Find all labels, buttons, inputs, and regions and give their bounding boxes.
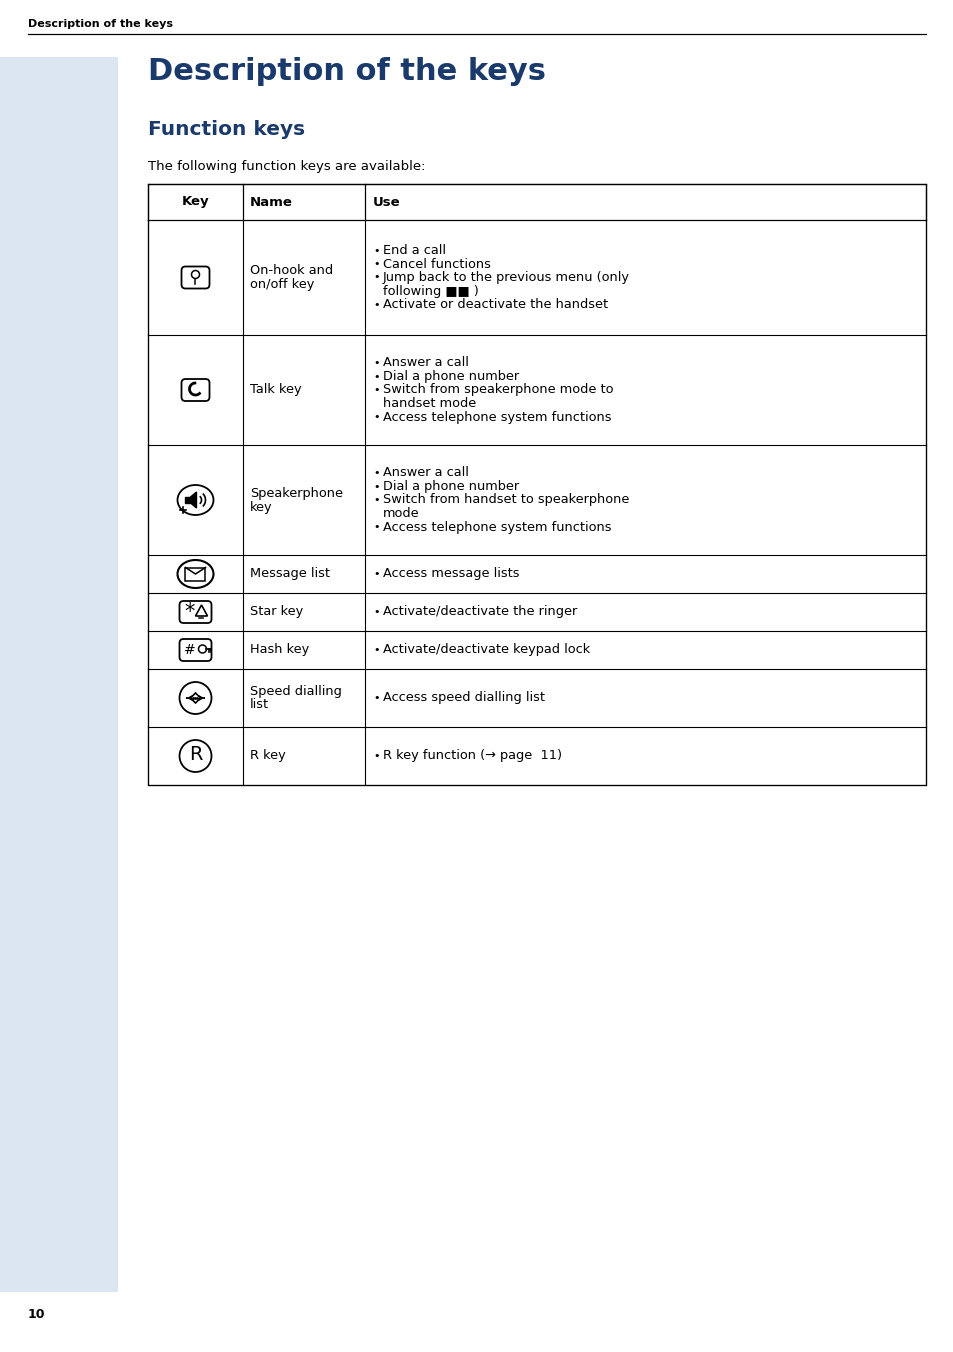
Text: Dial a phone number: Dial a phone number	[382, 480, 518, 493]
Text: on/off key: on/off key	[250, 279, 314, 291]
Text: #: #	[183, 642, 195, 657]
Text: R: R	[189, 745, 202, 764]
Text: Star key: Star key	[250, 606, 303, 618]
Text: Cancel functions: Cancel functions	[382, 257, 491, 270]
Text: •: •	[373, 358, 379, 368]
Text: •: •	[373, 694, 379, 703]
Polygon shape	[185, 498, 191, 503]
Text: Function keys: Function keys	[148, 120, 305, 139]
Text: •: •	[373, 468, 379, 479]
Text: R key: R key	[250, 749, 286, 763]
Text: •: •	[373, 372, 379, 381]
Text: Activate/deactivate the ringer: Activate/deactivate the ringer	[382, 606, 577, 618]
Bar	[185, 568, 205, 580]
Text: Access message lists: Access message lists	[382, 568, 519, 580]
Text: Switch from handset to speakerphone: Switch from handset to speakerphone	[382, 493, 629, 507]
Text: •: •	[373, 260, 379, 269]
Text: Answer a call: Answer a call	[382, 466, 468, 480]
Text: •: •	[373, 412, 379, 422]
Text: Access speed dialling list: Access speed dialling list	[382, 691, 544, 704]
Text: R key function (→ page  11): R key function (→ page 11)	[382, 749, 561, 763]
Text: •: •	[373, 495, 379, 506]
Text: following ■■ ): following ■■ )	[382, 284, 478, 297]
Text: Description of the keys: Description of the keys	[28, 19, 172, 28]
Text: •: •	[373, 273, 379, 283]
Text: Access telephone system functions: Access telephone system functions	[382, 411, 611, 423]
Text: Activate or deactivate the handset: Activate or deactivate the handset	[382, 297, 607, 311]
Text: Hash key: Hash key	[250, 644, 309, 657]
Text: mode: mode	[382, 507, 419, 521]
Text: Key: Key	[181, 196, 209, 208]
FancyBboxPatch shape	[0, 57, 118, 1293]
Text: The following function keys are available:: The following function keys are availabl…	[148, 160, 425, 173]
Text: Talk key: Talk key	[250, 384, 301, 396]
Text: •: •	[373, 645, 379, 654]
Text: •: •	[373, 385, 379, 395]
Text: Answer a call: Answer a call	[382, 357, 468, 369]
Text: Activate/deactivate keypad lock: Activate/deactivate keypad lock	[382, 644, 590, 657]
Text: Description of the keys: Description of the keys	[148, 57, 545, 87]
Text: •: •	[373, 522, 379, 531]
Text: Speed dialling: Speed dialling	[250, 684, 341, 698]
Text: key: key	[250, 500, 273, 514]
Text: •: •	[373, 750, 379, 761]
Text: *: *	[184, 602, 194, 622]
Text: •: •	[373, 569, 379, 579]
Text: Speakerphone: Speakerphone	[250, 487, 343, 499]
Text: •: •	[373, 300, 379, 310]
Text: •: •	[373, 246, 379, 256]
Text: Use: Use	[373, 196, 400, 208]
Text: Jump back to the previous menu (only: Jump back to the previous menu (only	[382, 270, 629, 284]
Polygon shape	[191, 492, 196, 508]
Text: •: •	[373, 607, 379, 617]
Text: 10: 10	[28, 1307, 46, 1321]
Text: Dial a phone number: Dial a phone number	[382, 370, 518, 383]
Text: End a call: End a call	[382, 243, 446, 257]
Text: handset mode: handset mode	[382, 397, 476, 410]
Text: Access telephone system functions: Access telephone system functions	[382, 521, 611, 534]
Text: Switch from speakerphone mode to: Switch from speakerphone mode to	[382, 384, 613, 396]
Text: Name: Name	[250, 196, 293, 208]
Text: Message list: Message list	[250, 568, 330, 580]
Text: On-hook and: On-hook and	[250, 264, 333, 277]
Text: •: •	[373, 481, 379, 492]
Text: list: list	[250, 699, 269, 711]
